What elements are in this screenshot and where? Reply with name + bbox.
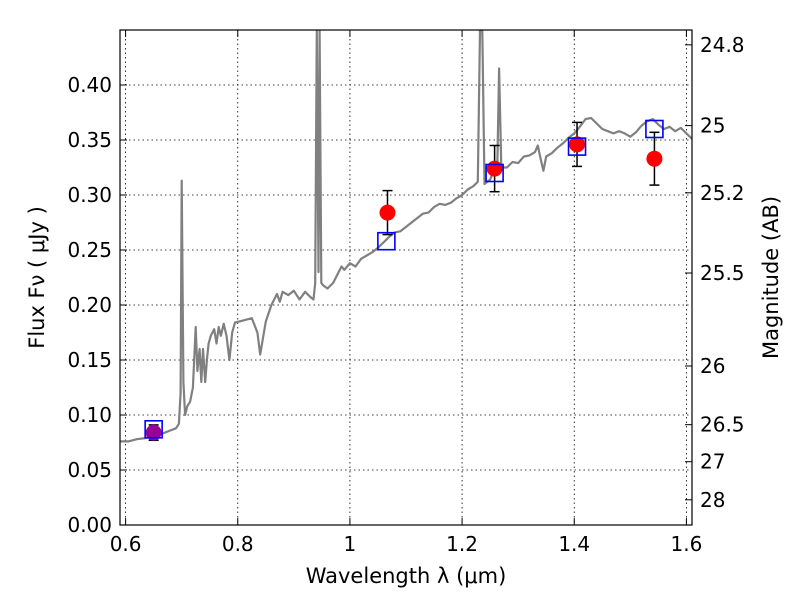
spectrum-line	[120, 30, 692, 443]
model-photometry-square	[485, 163, 504, 183]
model-photometry-square	[567, 137, 587, 156]
y-tick-label: 0.30	[67, 183, 112, 207]
y-axis-label: Flux Fν ( μJy )	[25, 206, 49, 349]
y2-tick-label: 25	[700, 114, 725, 138]
x-tick-label: 0.6	[110, 532, 142, 556]
x-tick-label: 1	[344, 532, 357, 556]
x-tick-label: 0.8	[222, 532, 254, 556]
x-tick-label: 1.4	[558, 532, 590, 556]
model-spectrum	[120, 30, 692, 443]
x-tick-label: 1.2	[446, 532, 478, 556]
y-tick-label: 0.40	[67, 73, 112, 97]
observed-point	[379, 204, 396, 221]
observed-point	[486, 160, 503, 177]
y2-tick-label: 25.5	[700, 261, 745, 285]
x-tick-label: 1.6	[670, 532, 702, 556]
y2-tick-label: 26	[700, 354, 725, 378]
y-tick-label: 0.35	[67, 128, 112, 152]
y2-tick-label: 26.5	[700, 413, 745, 437]
y-tick-label: 0.25	[67, 238, 112, 262]
observed-point	[646, 150, 663, 167]
model-photometry-points	[144, 119, 664, 439]
axis-ticks: 0.6 0.8 1 1.2 1.4 1.6 0.00 0.05 0.10 0.15 0.20 0.25…	[67, 30, 745, 556]
y-tick-label: 0.05	[67, 458, 112, 482]
y2-tick-label: 28	[700, 488, 725, 512]
y2-axis-label: Magnitude (AB)	[759, 196, 783, 359]
model-photometry-square	[377, 231, 396, 251]
x-axis-label: Wavelength λ (μm)	[306, 564, 507, 588]
y-tick-label: 0.10	[67, 403, 112, 427]
y-tick-label: 0.15	[67, 348, 112, 372]
observed-point	[569, 136, 586, 153]
y-tick-label: 0.00	[67, 513, 112, 537]
model-photometry-square	[645, 119, 664, 139]
observed-points	[145, 136, 663, 441]
observed-point	[145, 424, 162, 441]
plot-frame	[119, 29, 693, 526]
error-bars	[148, 121, 660, 442]
y-tick-label: 0.20	[67, 293, 112, 317]
y2-tick-label: 25.2	[700, 181, 745, 205]
model-photometry-square	[144, 419, 163, 439]
y2-tick-label: 27	[700, 450, 725, 474]
y2-tick-label: 24.8	[700, 33, 745, 57]
grid-lines	[120, 30, 692, 525]
